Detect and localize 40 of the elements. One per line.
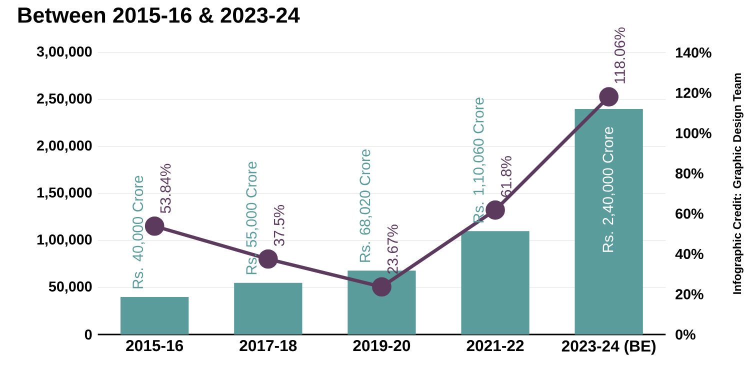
x-tick-label: 2023-24 (BE) [562,340,656,355]
bar [461,230,530,334]
point [144,216,164,236]
data-label: 53.84% [160,164,171,213]
data-label: 37.5% [274,204,284,246]
y2-tick-label: 120% [676,88,712,98]
data-label: 118.06% [614,27,626,84]
y-tick-label: 1,50,000 [37,187,92,200]
point [258,249,278,269]
bar [234,282,302,334]
chart-title: Between 2015-16 & 2023-24 [18,7,300,23]
x-tick-label: 2019-20 [353,340,410,352]
y-tick-label: 2,50,000 [37,93,92,106]
y2-tick-label: 60% [676,208,704,219]
y-tick-label: 1,00,000 [37,234,92,247]
bar [574,108,643,334]
point [599,86,619,106]
y-tick-label: 2,00,000 [37,140,92,153]
data-label: Rs. 1,10,060 Crore [473,97,486,222]
text: Infographic Credit: Graphic Design Team [732,73,744,294]
x-tick-label: 2021-22 [466,340,524,352]
data-label: Rs. 55,000 Crore [246,162,258,274]
data-label: Rs. 40,000 Crore [132,176,145,288]
y2-tick-label: 0% [676,329,696,340]
y-tick-label: 50,000 [48,281,92,294]
data-label: Rs. 2,40,000 Crore [602,126,615,252]
data-label: Rs. 68,020 Crore [360,149,372,262]
x-tick-label: 2017-18 [240,340,297,352]
y2-tick-label: 140% [676,47,712,58]
point [486,200,505,220]
y2-tick-label: 100% [676,128,712,138]
y2-tick-label: 20% [676,289,704,300]
data-label: 23.67% [387,224,398,274]
y-tick-label: 0 [84,329,92,340]
y2-tick-label: 40% [675,248,704,259]
y-tick-label: 3,00,000 [36,46,92,59]
point [372,277,392,296]
x-tick-label: 2015-16 [126,340,184,352]
y2-tick-label: 80% [676,168,704,178]
bar [120,296,189,334]
